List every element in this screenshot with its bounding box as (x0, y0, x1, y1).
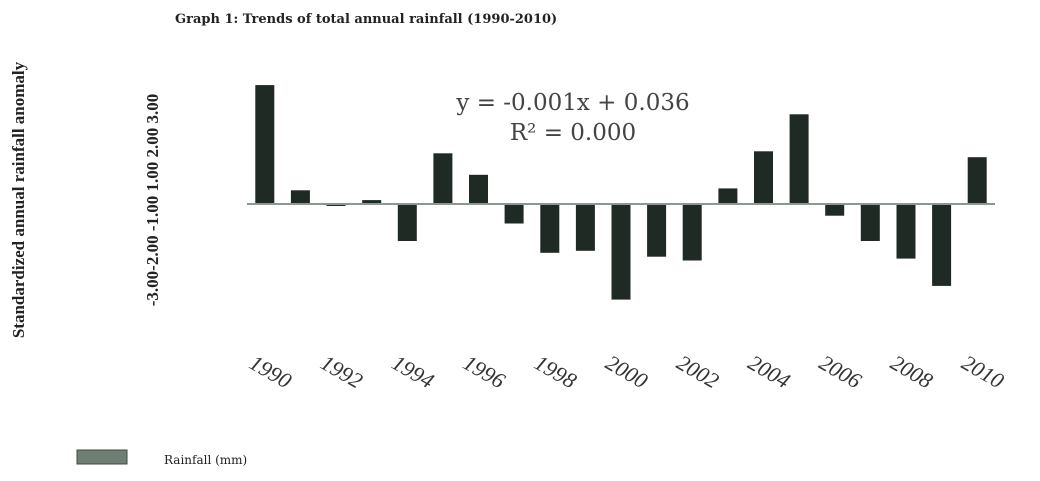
bar-2002 (682, 204, 702, 261)
legend-swatch (76, 449, 128, 465)
bar-2010 (967, 157, 987, 204)
bar-1998 (540, 204, 560, 253)
bar-2009 (932, 204, 952, 286)
bar-2006 (825, 204, 845, 216)
x-tick-label-1996: 1996 (459, 350, 510, 394)
bar-1990 (255, 85, 275, 204)
bar-1993 (362, 200, 382, 204)
bar-1997 (504, 204, 524, 224)
x-tick-label-1992: 1992 (316, 350, 367, 394)
bar-2004 (754, 151, 773, 204)
x-tick-label-2002: 2002 (673, 350, 724, 394)
bar-2005 (789, 114, 809, 204)
bar-1994 (397, 204, 417, 241)
bar-1995 (433, 153, 453, 204)
y-axis-label: Standardized annual rainfall anomaly (9, 61, 28, 338)
bar-1991 (290, 190, 310, 204)
y-axis-tick-labels: -3.00-2.00 -1.00 1.00 2.00 3.00 (143, 94, 162, 306)
bar-1999 (575, 204, 595, 251)
bar-group (255, 85, 987, 300)
bar-2008 (896, 204, 916, 259)
bar-1996 (469, 174, 488, 205)
x-tick-label-1990: 1990 (245, 350, 296, 394)
bar-2000 (611, 204, 631, 300)
x-tick-label-2000: 2000 (601, 350, 652, 394)
x-tick-label-2004: 2004 (744, 350, 795, 394)
chart-title: Graph 1: Trends of total annual rainfall… (175, 12, 557, 27)
x-tick-label-2006: 2006 (815, 350, 866, 394)
bar-2001 (647, 204, 667, 257)
x-tick-label-1994: 1994 (388, 350, 439, 394)
x-tick-label-group: 1990 1992 1994 1996 1998 2000 2002 2004 2006 2008… (245, 350, 1008, 394)
x-tick-label-1998: 1998 (530, 350, 581, 394)
x-tick-label-2008: 2008 (886, 350, 937, 394)
trendline-r-squared: R² = 0.000 (510, 120, 636, 146)
bar-2003 (718, 188, 738, 204)
bar-2007 (860, 204, 880, 241)
x-tick-label-2010: 2010 (958, 350, 1009, 394)
trendline-equation: y = -0.001x + 0.036 (455, 90, 689, 116)
legend-label: Rainfall (mm) (164, 453, 247, 467)
